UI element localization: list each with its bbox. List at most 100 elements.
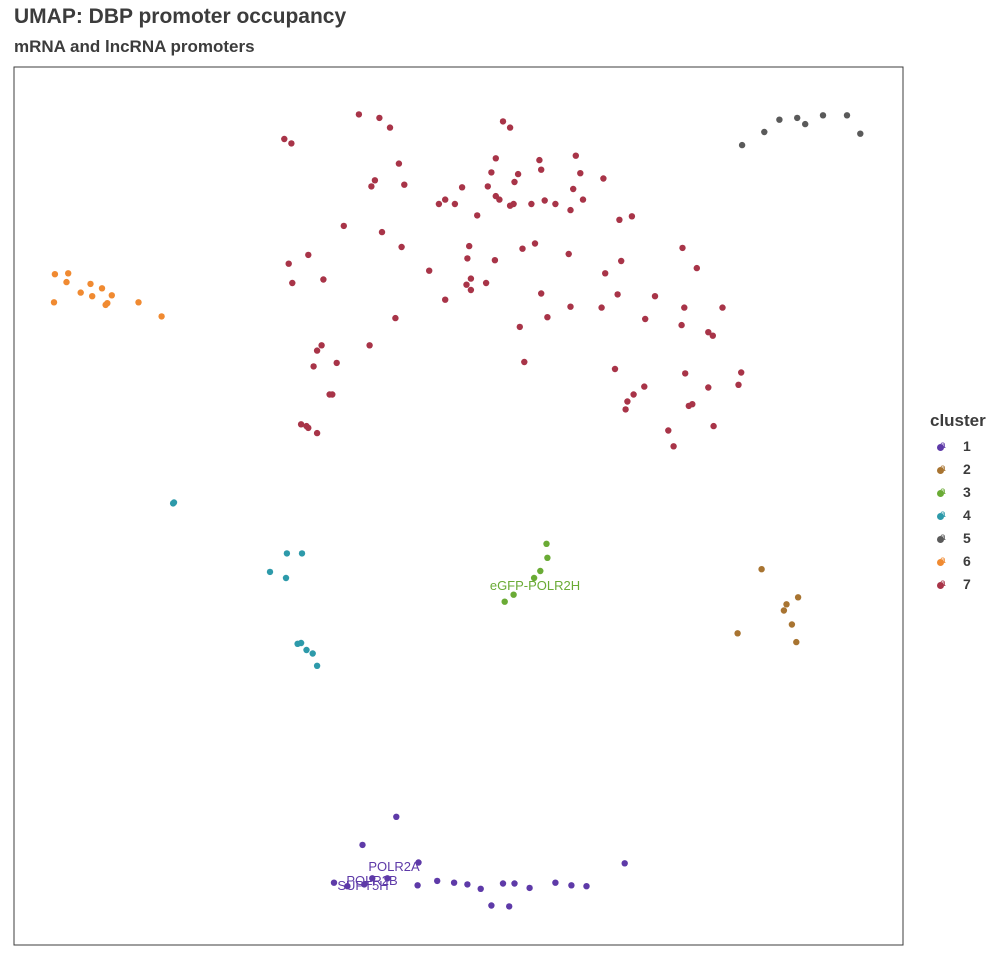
point-cluster-7	[719, 304, 726, 311]
point-cluster-7	[474, 212, 481, 219]
point-cluster-7	[738, 369, 745, 376]
point-cluster-7	[570, 185, 577, 193]
point-cluster-1	[464, 881, 471, 888]
point-cluster-5	[794, 114, 801, 122]
point-cluster-3	[510, 591, 517, 598]
point-cluster-7	[401, 181, 408, 188]
labels-layer: POLR2A POLR2B SUPT5H eGFP-POLR2H	[337, 578, 580, 893]
legend-label: 1	[963, 438, 971, 454]
point-cluster-4	[170, 499, 178, 506]
legend-key-6	[937, 559, 944, 566]
point-cluster-1	[393, 813, 400, 820]
point-cluster-7	[678, 321, 685, 329]
point-cluster-7	[464, 255, 471, 262]
point-cluster-5	[843, 112, 851, 119]
point-cluster-1	[499, 880, 507, 887]
point-cluster-5	[819, 112, 827, 119]
point-cluster-5	[776, 116, 783, 123]
legend-label: 2	[963, 461, 971, 477]
point-cluster-6	[65, 270, 72, 277]
point-cluster-7	[622, 406, 629, 413]
label-polr2a: POLR2A	[368, 859, 420, 874]
point-cluster-7	[376, 114, 383, 122]
point-cluster-7	[488, 169, 495, 176]
legend-key-1	[937, 444, 944, 451]
point-cluster-1	[477, 885, 484, 892]
points-layer	[50, 111, 864, 910]
point-cluster-7	[579, 196, 587, 203]
point-cluster-7	[665, 427, 672, 434]
point-cluster-7	[305, 251, 312, 259]
point-cluster-7	[624, 398, 631, 405]
point-cluster-4	[298, 550, 306, 557]
point-cluster-7	[693, 264, 700, 272]
point-cluster-7	[506, 124, 514, 131]
point-cluster-7	[484, 183, 491, 190]
point-cluster-7	[516, 323, 523, 331]
point-cluster-6	[51, 271, 59, 278]
point-cluster-4	[309, 650, 316, 657]
legend-key-4	[937, 513, 944, 520]
point-cluster-7	[679, 244, 686, 252]
point-cluster-7	[386, 124, 394, 131]
legend-key-5	[937, 536, 944, 543]
legend-glyph-2: a	[940, 463, 946, 474]
point-cluster-7	[458, 184, 466, 191]
point-cluster-4	[297, 639, 305, 647]
point-cluster-7	[541, 197, 548, 204]
point-cluster-3	[543, 540, 550, 547]
point-cluster-4	[266, 568, 274, 576]
point-cluster-1	[568, 882, 575, 889]
point-cluster-7	[528, 200, 535, 208]
point-cluster-7	[442, 296, 449, 303]
point-cluster-7	[378, 228, 386, 236]
point-cluster-5	[802, 120, 809, 128]
point-cluster-7	[491, 257, 499, 264]
point-cluster-1	[511, 880, 518, 887]
point-cluster-1	[434, 877, 441, 885]
point-cluster-7	[565, 250, 572, 258]
point-cluster-3	[544, 554, 551, 561]
legend-key-7	[937, 582, 944, 589]
point-cluster-6	[87, 280, 94, 288]
point-cluster-7	[681, 304, 688, 311]
point-cluster-7	[544, 314, 551, 321]
point-cluster-7	[392, 314, 399, 322]
point-cluster-7	[611, 365, 619, 373]
legend-glyph-6: a	[940, 555, 946, 566]
point-cluster-7	[310, 363, 317, 370]
point-cluster-2	[783, 601, 790, 608]
point-cluster-7	[538, 166, 545, 173]
point-cluster-2	[793, 638, 800, 646]
point-cluster-7	[710, 422, 717, 430]
point-cluster-1	[359, 841, 366, 849]
point-cluster-7	[482, 279, 490, 287]
point-cluster-7	[366, 342, 373, 349]
point-cluster-1	[583, 883, 590, 890]
point-cluster-7	[466, 242, 473, 250]
point-cluster-3	[501, 598, 508, 605]
point-cluster-1	[526, 884, 533, 892]
point-cluster-7	[598, 304, 605, 311]
point-cluster-7	[285, 260, 292, 267]
point-cluster-7	[313, 429, 321, 437]
point-cluster-7	[709, 332, 716, 339]
legend-glyph-7: a	[940, 578, 946, 589]
point-cluster-6	[50, 299, 58, 306]
point-cluster-7	[368, 183, 375, 190]
point-cluster-1	[415, 859, 422, 866]
point-cluster-7	[499, 118, 507, 125]
point-cluster-7	[442, 196, 449, 203]
point-cluster-7	[705, 329, 712, 336]
point-cluster-2	[794, 594, 802, 601]
point-cluster-7	[552, 200, 559, 208]
point-cluster-7	[492, 192, 499, 200]
point-cluster-7	[514, 170, 522, 178]
plot-panel	[13, 66, 904, 946]
point-cluster-7	[463, 281, 470, 288]
point-cluster-4	[282, 574, 290, 582]
